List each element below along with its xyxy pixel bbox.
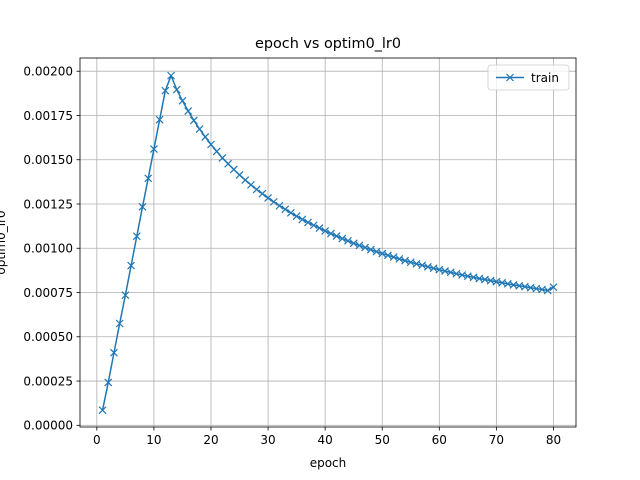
data-point-marker xyxy=(127,261,136,270)
data-point-marker xyxy=(286,208,295,217)
data-point-marker xyxy=(349,239,358,248)
data-point-marker xyxy=(304,218,312,227)
data-point-marker xyxy=(281,205,290,214)
data-point-marker xyxy=(372,247,381,256)
data-point-marker xyxy=(184,107,193,115)
data-point-marker xyxy=(155,115,164,124)
x-axis-label: epoch xyxy=(310,456,347,470)
y-tick-label: 0.00150 xyxy=(23,153,73,167)
data-point-marker xyxy=(384,251,392,260)
x-tick-label: 20 xyxy=(203,433,218,447)
y-tick-label: 0.00175 xyxy=(23,109,73,123)
data-point-marker xyxy=(543,286,552,295)
data-point-marker xyxy=(549,283,558,292)
x-tick-label: 30 xyxy=(260,433,275,447)
data-point-marker xyxy=(326,229,335,238)
data-point-marker xyxy=(366,245,375,254)
y-tick-label: 0.00200 xyxy=(23,65,73,79)
legend-label-train: train xyxy=(531,71,559,85)
data-point-marker xyxy=(292,212,301,221)
data-point-marker xyxy=(115,319,124,328)
data-point-marker xyxy=(132,232,141,241)
series-layer xyxy=(98,71,558,415)
data-point-marker xyxy=(309,221,318,230)
legend-marker-swatch xyxy=(506,73,514,82)
grid xyxy=(80,58,576,427)
data-point-marker xyxy=(161,86,170,95)
data-point-marker xyxy=(338,234,347,243)
legend: train xyxy=(487,64,570,91)
data-point-marker xyxy=(429,264,438,273)
data-point-marker xyxy=(412,259,421,268)
data-point-marker xyxy=(149,145,158,154)
x-tick-label: 60 xyxy=(432,433,447,447)
data-point-marker xyxy=(104,378,113,387)
data-point-marker xyxy=(264,194,272,202)
y-axis: 0.00000 0.00025 0.00050 0.00075 0.00100 0.001… xyxy=(23,65,80,433)
data-point-marker xyxy=(446,268,455,277)
plot-area xyxy=(80,58,576,427)
y-tick-label: 0.00050 xyxy=(23,330,73,344)
data-point-marker xyxy=(269,197,278,206)
x-tick-label: 80 xyxy=(546,433,561,447)
data-point-marker xyxy=(435,265,444,274)
data-point-marker xyxy=(298,215,307,224)
data-point-marker xyxy=(321,226,330,235)
legend-box xyxy=(487,64,570,91)
legend-marker-x xyxy=(506,73,514,82)
data-point-marker xyxy=(344,236,352,245)
data-point-marker xyxy=(167,71,175,80)
data-point-marker xyxy=(110,348,118,357)
data-point-marker xyxy=(201,132,210,141)
data-point-marker xyxy=(406,258,415,267)
y-tick-label: 0.00125 xyxy=(23,197,73,211)
chart-title: epoch vs optim0_lr0 xyxy=(255,36,401,52)
data-point-marker xyxy=(315,224,324,232)
x-tick-label: 70 xyxy=(489,433,504,447)
data-point-marker xyxy=(423,262,432,271)
axes-frame xyxy=(79,57,577,428)
y-tick-label: 0.00100 xyxy=(23,242,73,256)
data-point-marker xyxy=(172,85,181,94)
x-tick-label: 50 xyxy=(375,433,390,447)
data-point-marker xyxy=(395,254,404,263)
data-point-marker xyxy=(252,185,261,194)
data-point-marker xyxy=(189,116,198,125)
data-point-marker xyxy=(178,96,187,105)
y-axis-label: optim0_lr0 xyxy=(0,210,8,274)
data-point-marker xyxy=(121,291,130,300)
data-point-marker xyxy=(212,147,221,156)
data-point-marker xyxy=(275,201,284,210)
data-point-marker xyxy=(332,232,341,240)
data-point-marker xyxy=(138,202,147,211)
data-point-marker xyxy=(418,261,427,270)
data-point-marker xyxy=(247,180,255,189)
x-tick-label: 10 xyxy=(146,433,161,447)
x-tick-label: 40 xyxy=(318,433,333,447)
data-point-marker xyxy=(144,174,153,183)
y-tick-label: 0.00025 xyxy=(23,374,73,388)
data-point-marker xyxy=(355,241,364,250)
data-point-marker xyxy=(195,125,204,134)
data-point-marker xyxy=(389,253,398,262)
data-point-marker xyxy=(378,249,387,258)
data-point-marker xyxy=(98,406,107,415)
data-point-marker xyxy=(241,176,250,185)
data-point-marker xyxy=(258,189,267,198)
x-tick-label: 0 xyxy=(93,433,101,447)
y-tick-label: 0.00000 xyxy=(23,419,73,433)
data-point-marker xyxy=(401,256,409,265)
data-point-marker xyxy=(207,140,215,149)
x-axis: 0 10 20 30 40 50 60 70 80 xyxy=(93,427,561,447)
data-point-marker xyxy=(361,243,370,252)
y-tick-label: 0.00075 xyxy=(23,286,73,300)
